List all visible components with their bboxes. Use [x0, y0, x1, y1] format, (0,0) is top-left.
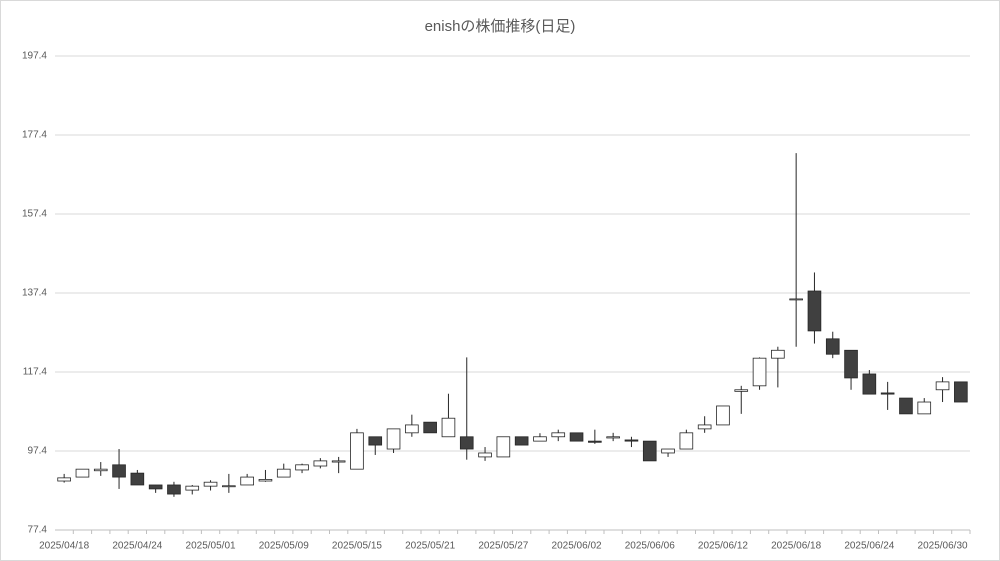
y-tick-label: 77.4 — [28, 525, 48, 536]
chart-title: enishの株価推移(日足) — [425, 18, 576, 35]
y-tick-label: 197.4 — [22, 51, 47, 62]
candle-body — [716, 405, 730, 426]
candle-body — [148, 484, 163, 490]
candle-body — [899, 397, 913, 415]
candle-body — [459, 436, 474, 450]
candle-body — [789, 298, 803, 301]
candle-body — [185, 485, 200, 491]
x-tick-label: 2025/06/18 — [771, 541, 821, 552]
candle-body — [734, 389, 749, 392]
candle-body — [57, 477, 71, 482]
candle-body — [954, 381, 968, 403]
candle-body — [295, 464, 309, 471]
candle-body — [93, 468, 108, 472]
candle-body — [588, 440, 602, 443]
candle-body — [496, 436, 511, 458]
x-tick-label: 2025/04/18 — [39, 541, 89, 552]
x-tick-label: 2025/04/24 — [112, 541, 162, 552]
x-tick-label: 2025/06/30 — [918, 541, 968, 552]
candle-body — [258, 479, 273, 482]
candle-body — [679, 432, 694, 450]
candle-body — [697, 424, 712, 430]
candle-body — [276, 468, 291, 478]
candle-body — [405, 424, 419, 434]
candle-body — [606, 436, 620, 439]
candle-body — [752, 357, 767, 387]
candle-body — [368, 436, 383, 446]
candle-body — [112, 464, 126, 478]
candle-body — [167, 484, 181, 495]
x-tick-label: 2025/05/27 — [478, 541, 528, 552]
candle-body — [203, 481, 218, 487]
candle-body — [533, 436, 547, 442]
candle-body — [862, 373, 877, 395]
candle-body — [240, 476, 254, 486]
candle-body — [935, 381, 950, 391]
candle-body — [807, 290, 822, 332]
candle-body — [642, 440, 657, 462]
candle-body — [661, 448, 675, 454]
candle-body — [624, 439, 639, 442]
candle-body — [825, 338, 840, 355]
candle-body — [551, 432, 566, 438]
x-tick-label: 2025/06/24 — [844, 541, 894, 552]
x-tick-label: 2025/05/01 — [186, 541, 236, 552]
candle-body — [313, 460, 328, 467]
x-tick-label: 2025/05/21 — [405, 541, 455, 552]
candle-body — [917, 401, 932, 415]
y-tick-label: 177.4 — [22, 130, 47, 141]
y-tick-label: 157.4 — [22, 209, 47, 220]
candle-body — [75, 468, 90, 478]
candle-body — [569, 432, 584, 442]
candle-body — [423, 421, 437, 434]
candle-body — [478, 452, 492, 458]
x-tick-label: 2025/05/15 — [332, 541, 382, 552]
candle-body — [771, 349, 785, 359]
y-tick-label: 117.4 — [23, 367, 48, 378]
x-tick-label: 2025/05/09 — [259, 541, 309, 552]
x-tick-label: 2025/06/06 — [625, 541, 675, 552]
candle-body — [130, 472, 145, 486]
candle-body — [350, 432, 364, 470]
candle-body — [441, 417, 456, 438]
x-tick-label: 2025/06/12 — [698, 541, 748, 552]
candle-body — [514, 436, 529, 446]
candle-body — [386, 428, 401, 450]
candle-body — [331, 460, 346, 463]
candle-body — [222, 485, 236, 488]
candle-body — [880, 392, 895, 395]
x-tick-label: 2025/06/02 — [552, 541, 602, 552]
y-tick-label: 97.4 — [28, 446, 48, 457]
candle-body — [844, 349, 858, 379]
y-tick-label: 137.4 — [22, 288, 47, 299]
